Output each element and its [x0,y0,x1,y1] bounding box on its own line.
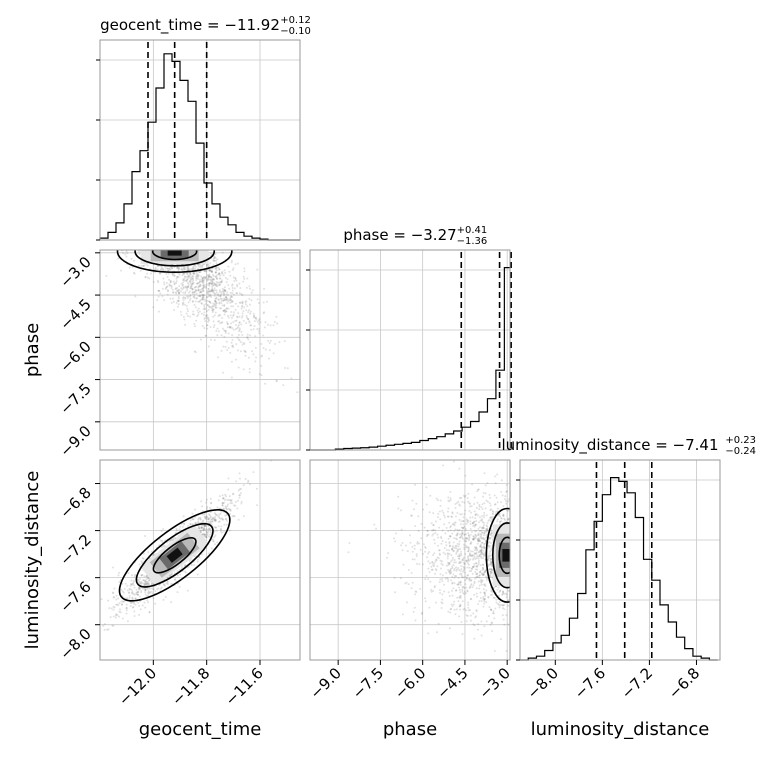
contour-level [116,250,233,274]
y-tick-label: −8.0 [56,625,94,663]
contours-geocent_time-phase [116,250,233,274]
title-phase: phase = −3.27 [343,226,456,244]
y-tick-label: −7.5 [56,380,94,418]
y-tick-label: −9.0 [56,422,94,460]
y-axis-label-phase: phase [22,323,43,377]
contour-level [134,250,216,267]
density-geocent_time-phase [140,250,209,265]
x-tick-label: −9.0 [307,664,345,702]
x-tick-label: −7.2 [618,664,656,702]
y-tick-label: −6.8 [56,484,94,522]
title-sub-luminosity_distance: −0.24 [725,446,756,457]
histogram-phase [310,267,510,451]
title-sub-geocent_time: −0.10 [280,26,311,37]
panel-frame-geocent_time-phase [99,249,301,451]
x-axis-label-phase: phase [383,719,437,740]
x-tick-label: −6.8 [665,664,703,702]
panel-frame-geocent_time-luminosity_distance [99,459,301,661]
contour-level [135,522,214,588]
y-tick-label: −7.2 [56,531,94,569]
panel-frame-phase-luminosity_distance [309,459,511,661]
density-phase-luminosity_distance [492,524,510,586]
text-layer: geocent_time = −11.92 +0.12−0.10 phase = −… [22,15,756,740]
density-geocent_time-luminosity_distance [140,524,210,587]
contours-phase-luminosity_distance [485,507,510,603]
x-tick-label: −11.6 [222,664,267,709]
title-sup-phase: +0.41 [457,225,488,236]
grid-layer [100,40,720,660]
title-sub-phase: −1.36 [457,236,488,247]
title-sup-luminosity_distance: +0.23 [725,435,756,446]
contour-level [152,536,197,574]
contour-level [151,250,198,261]
y-tick-label: −3.0 [56,253,94,291]
contour-level [491,522,510,589]
panel-frame-luminosity_distance [519,459,721,661]
x-tick-label: −7.5 [349,664,387,702]
x-tick-label: −8.0 [524,664,562,702]
x-tick-label: −7.6 [571,664,609,702]
y-tick-label: −7.6 [56,578,94,616]
x-axis-label-luminosity_distance: luminosity_distance [531,719,710,740]
x-tick-label: −11.8 [168,664,213,709]
contour-level [485,507,510,603]
panel-frame-phase [309,249,511,451]
y-tick-label: −4.5 [56,295,94,333]
x-tick-label: −4.5 [433,664,471,702]
contour-level [498,536,510,575]
contours-geocent_time-luminosity_distance [118,508,231,602]
contour-level [118,508,231,602]
density-layer [140,250,510,587]
title-luminosity_distance: luminosity_distance = −7.41 [501,436,718,455]
title-sup-geocent_time: +0.12 [280,15,311,26]
x-axis-label-geocent_time: geocent_time [139,719,262,740]
scatter-layer [100,250,510,653]
histogram-geocent_time [99,53,300,241]
y-axis-label-luminosity_distance: luminosity_distance [22,471,43,650]
scatter-geocent_time-phase [105,250,299,394]
marks-layer [99,42,718,661]
x-tick-label: −12.0 [115,664,160,709]
x-tick-label: −6.0 [391,664,429,702]
histogram-luminosity_distance [520,477,718,661]
x-tick-label: −3.0 [476,664,514,702]
panel-frame-geocent_time [99,39,301,241]
title-geocent_time: geocent_time = −11.92 [100,16,280,35]
y-tick-label: −6.0 [56,337,94,375]
frames-layer [95,39,721,665]
